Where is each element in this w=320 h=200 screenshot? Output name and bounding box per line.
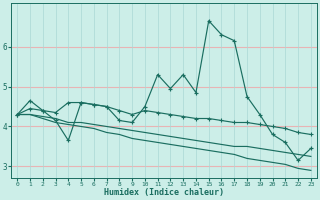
X-axis label: Humidex (Indice chaleur): Humidex (Indice chaleur) bbox=[104, 188, 224, 197]
